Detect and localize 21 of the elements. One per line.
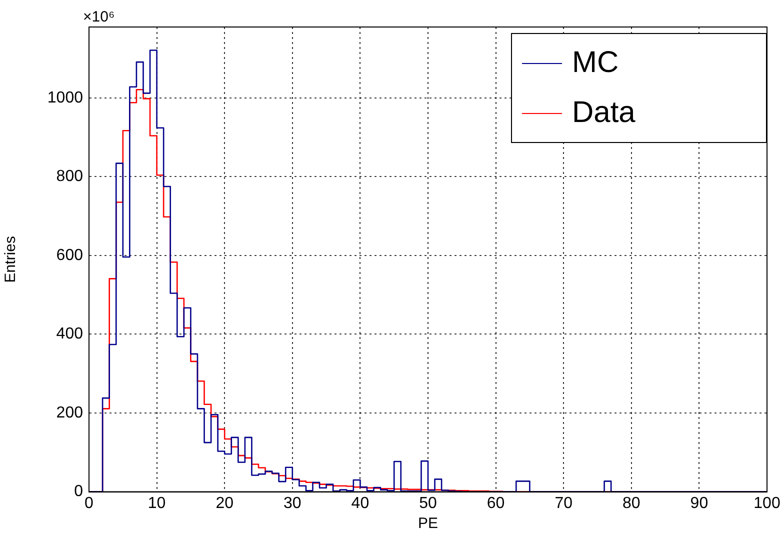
- x-tick-label: 40: [351, 494, 370, 512]
- x-tick-label: 20: [216, 494, 234, 512]
- x-tick-label: 50: [419, 494, 437, 512]
- x-tick-label: 100: [754, 494, 780, 512]
- x-tick-label: 70: [554, 494, 573, 512]
- text: ×10⁶: [83, 8, 115, 26]
- x-axis-title: PE: [418, 515, 438, 532]
- y-tick-label: 600: [56, 246, 84, 264]
- x-tick-label: 10: [148, 494, 166, 512]
- y-tick-label: 800: [56, 168, 84, 186]
- x-tick-label: 90: [690, 494, 708, 512]
- y-tick-label: 1000: [47, 89, 84, 106]
- y-tick-label: 0: [74, 483, 84, 500]
- legend-label: MC: [572, 46, 619, 80]
- legend-label: Data: [572, 96, 636, 130]
- x-tick-label: 80: [622, 494, 640, 512]
- y-tick-label: 200: [56, 404, 84, 422]
- y-axis-title: Entries: [2, 236, 20, 283]
- x-tick-label: 60: [486, 494, 505, 512]
- y-tick-label: 400: [56, 326, 84, 343]
- x-tick-label: 30: [284, 494, 302, 512]
